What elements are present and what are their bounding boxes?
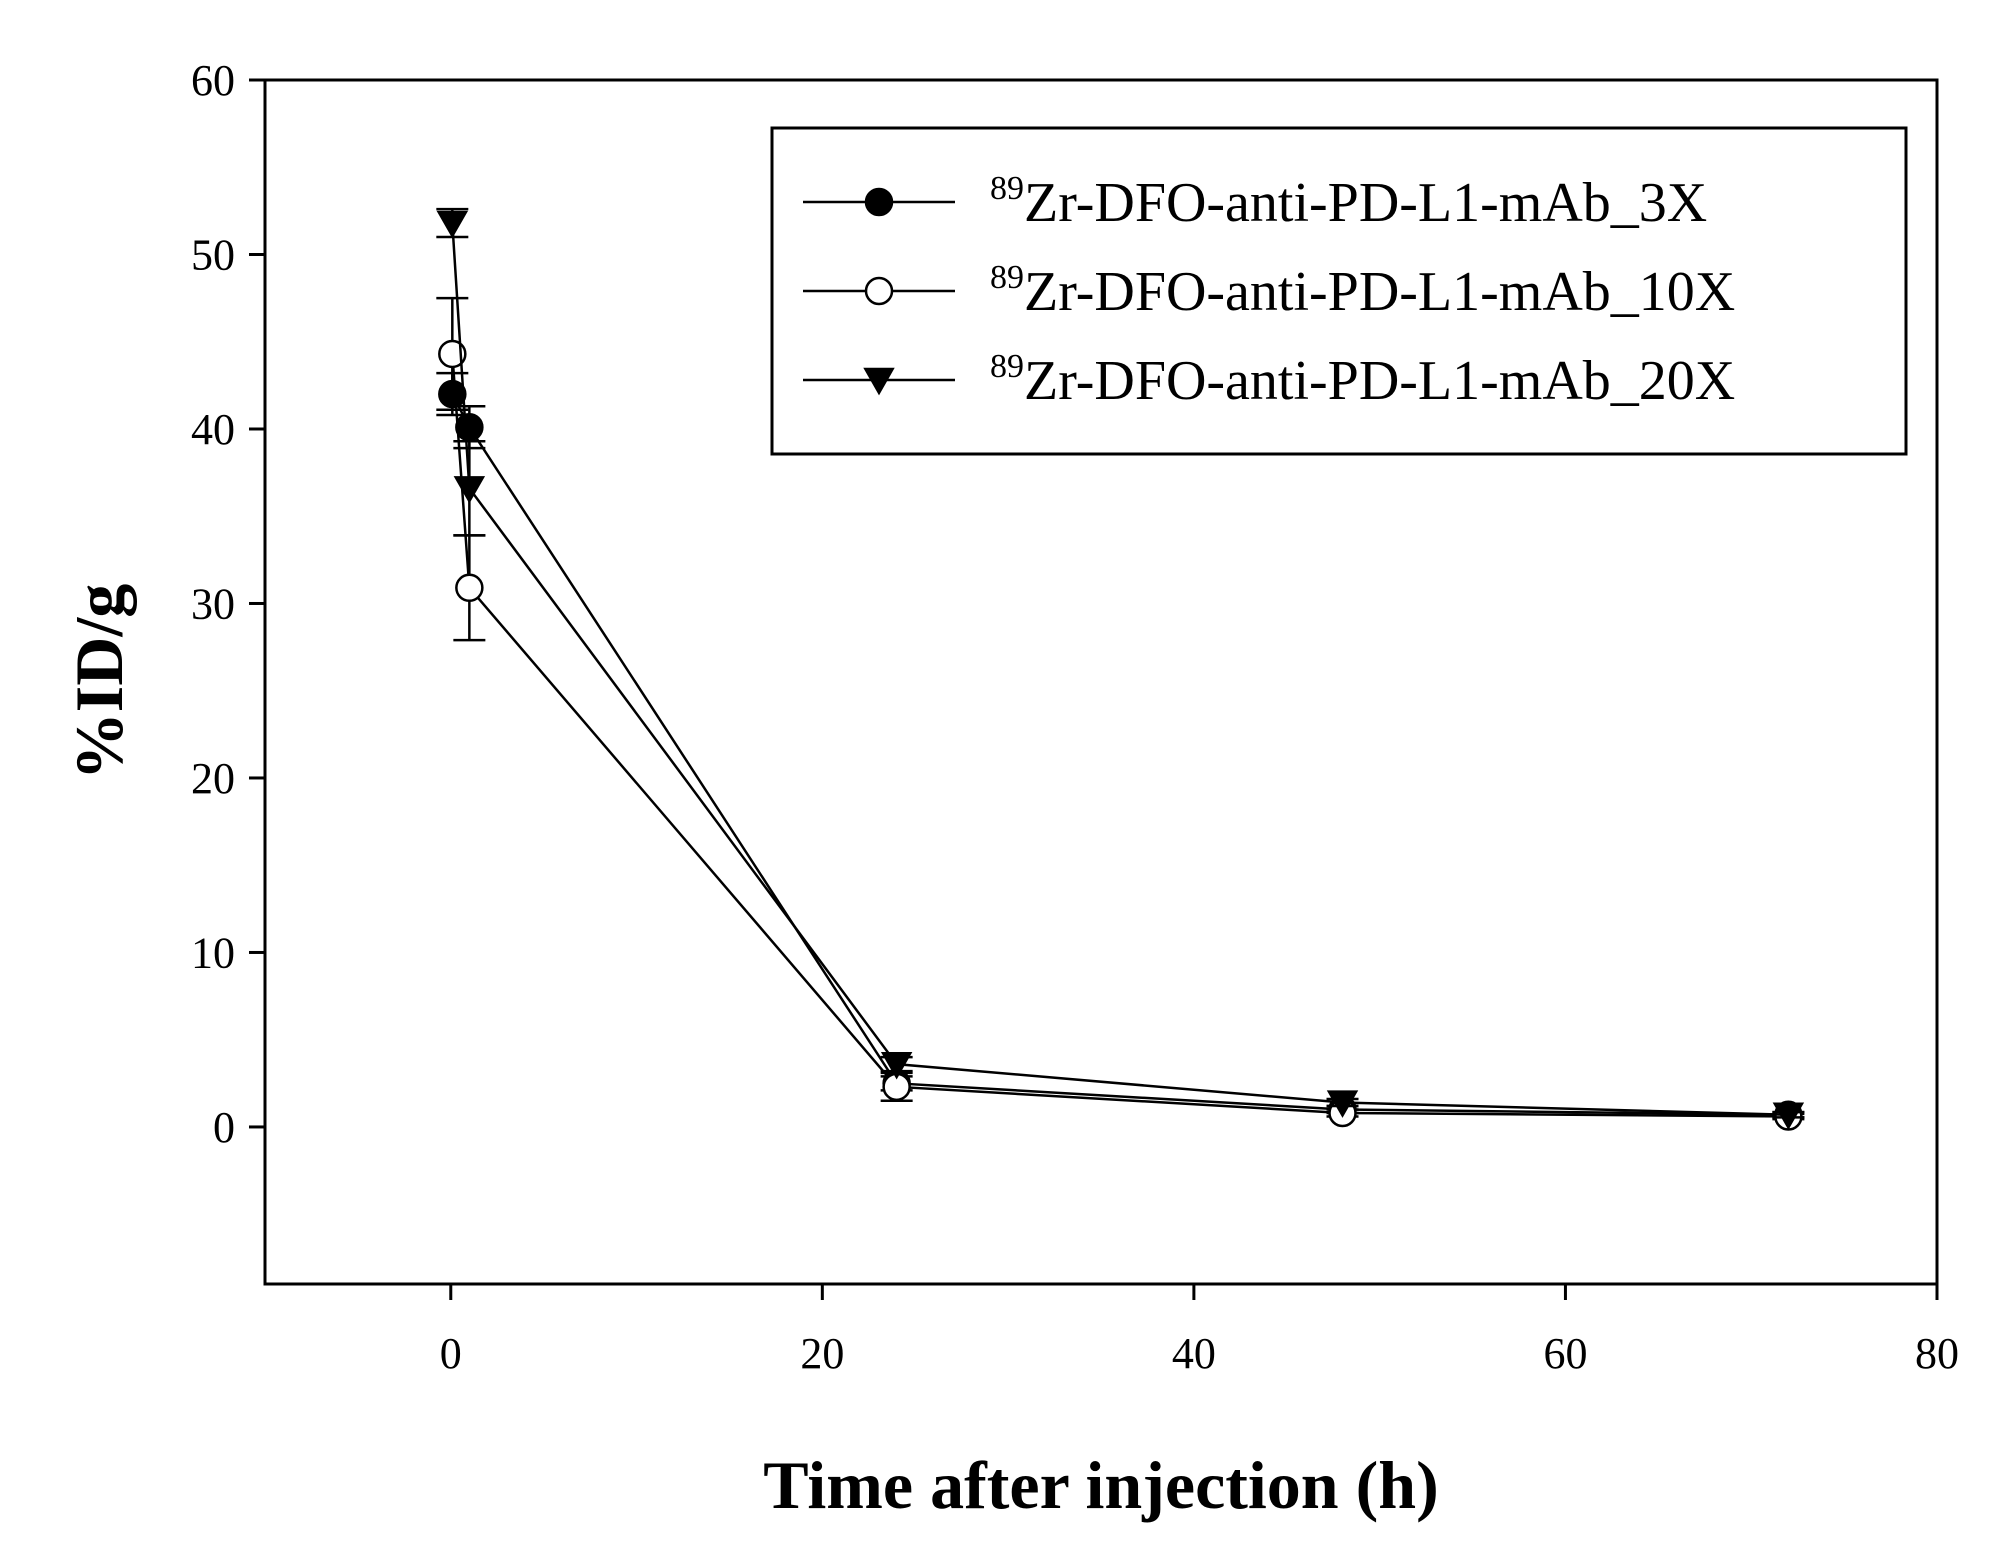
legend-isotope-superscript: 89 (990, 170, 1024, 207)
legend-marker-0 (864, 187, 894, 217)
legend-series-name: Zr-DFO-anti-PD-L1-mAb_10X (1024, 261, 1735, 323)
data-point-2-0 (436, 210, 469, 239)
data-point-2-1 (453, 476, 486, 504)
series-2 (436, 207, 1805, 1131)
y-axis-title: %ID/g (61, 584, 137, 780)
y-tick-label-5: 50 (191, 230, 235, 279)
x-tick-label-0: 0 (440, 1329, 462, 1378)
legend-entry-0: 89Zr-DFO-anti-PD-L1-mAb_3X (803, 170, 1707, 234)
y-tick-label-1: 10 (191, 928, 235, 977)
legend-box (770, 126, 1908, 456)
x-axis-title: Time after injection (h) (763, 1447, 1438, 1523)
legend-entry-2: 89Zr-DFO-anti-PD-L1-mAb_20X (803, 348, 1735, 412)
legend-label-2: 89Zr-DFO-anti-PD-L1-mAb_20X (990, 348, 1735, 412)
legend-isotope-superscript: 89 (990, 259, 1024, 296)
axis-ticks: 0 20 40 60 80 0 10 20 30 40 50 60 (191, 56, 1959, 1378)
legend-label-1: 89Zr-DFO-anti-PD-L1-mAb_10X (990, 259, 1735, 323)
legend-isotope-superscript: 89 (990, 348, 1024, 385)
x-tick-label-1: 20 (800, 1329, 844, 1378)
legend-series-name: Zr-DFO-anti-PD-L1-mAb_3X (1024, 172, 1707, 234)
y-tick-label-4: 40 (191, 405, 235, 454)
legend-series-name: Zr-DFO-anti-PD-L1-mAb_20X (1024, 350, 1735, 412)
x-tick-label-4: 80 (1915, 1329, 1959, 1378)
legend-marker-1 (864, 276, 894, 306)
data-point-0-1 (455, 412, 484, 442)
y-tick-label-0: 0 (213, 1103, 235, 1152)
legend-marker-2 (863, 367, 895, 396)
data-point-2-4 (1772, 1102, 1805, 1131)
x-tick-label-3: 60 (1543, 1329, 1587, 1378)
plot-area-frame (263, 78, 1939, 1286)
y-tick-label-6: 60 (191, 56, 235, 105)
legend: 89Zr-DFO-anti-PD-L1-mAb_3X89Zr-DFO-anti-… (770, 126, 1908, 456)
data-point-1-0 (438, 339, 467, 369)
x-tick-label-2: 40 (1172, 1329, 1216, 1378)
data-point-1-1 (455, 573, 484, 603)
series-0 (436, 371, 1805, 1129)
data-point-2-3 (1326, 1090, 1359, 1118)
legend-entry-1: 89Zr-DFO-anti-PD-L1-mAb_10X (803, 259, 1735, 323)
data-point-2-2 (880, 1051, 913, 1080)
series-line-0 (451, 393, 1789, 1116)
series-layer (436, 207, 1805, 1131)
y-tick-label-3: 30 (191, 579, 235, 628)
y-tick-label-2: 20 (191, 754, 235, 803)
legend-label-0: 89Zr-DFO-anti-PD-L1-mAb_3X (990, 170, 1707, 234)
